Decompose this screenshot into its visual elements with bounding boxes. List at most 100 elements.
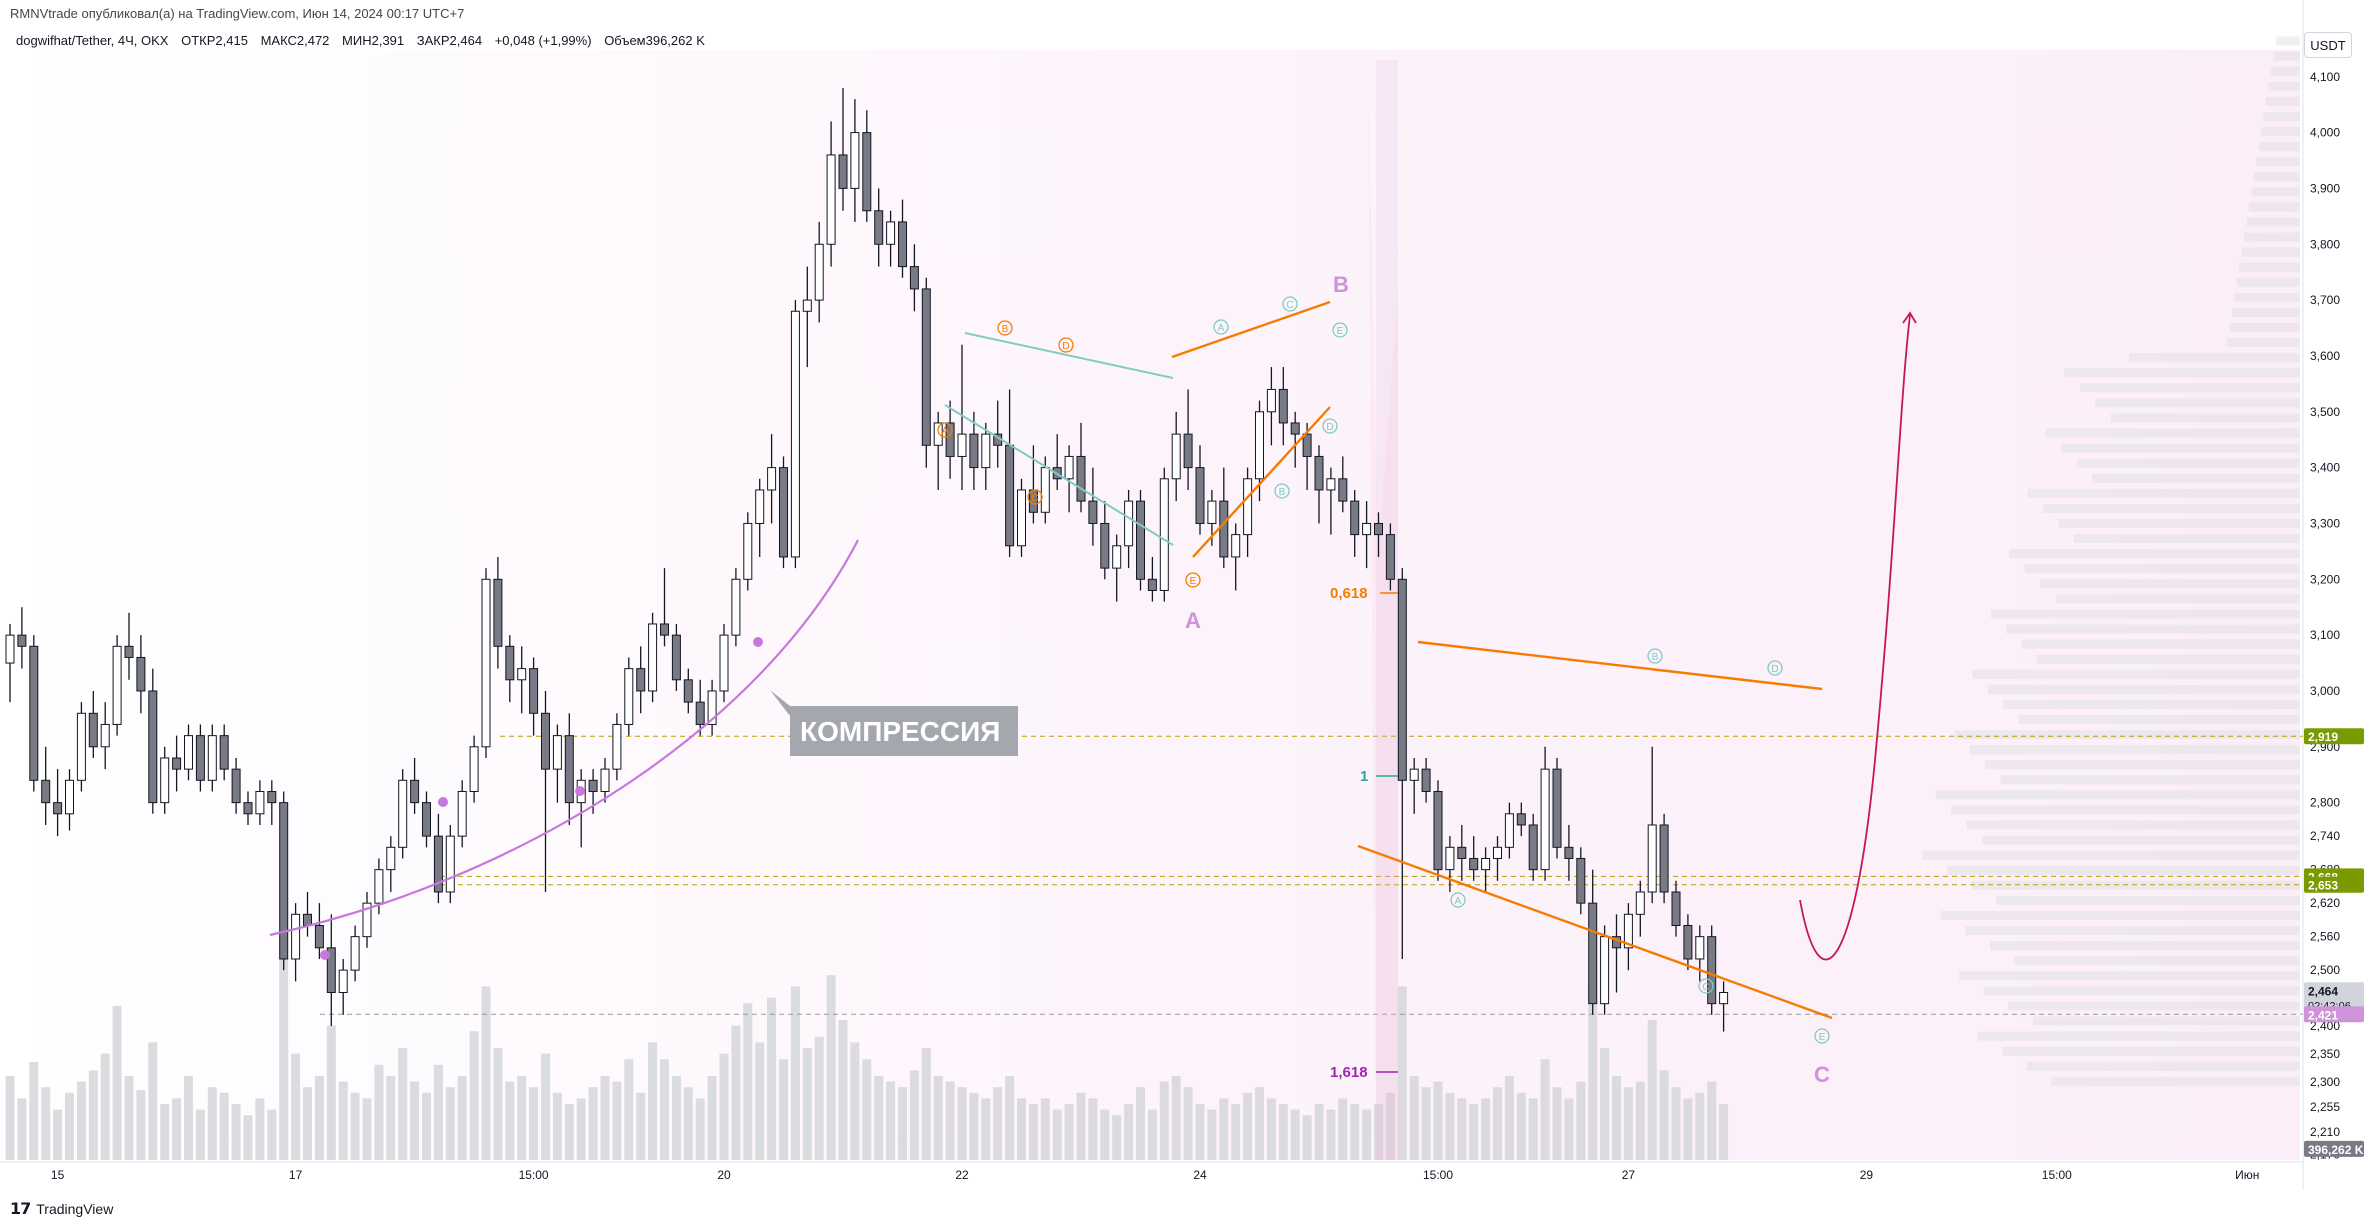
compression-curve (269, 539, 859, 937)
candle (1231, 534, 1241, 558)
price-label-text: 396,262 K (2308, 1143, 2364, 1157)
wave-label: B (1652, 652, 1659, 663)
volume-profile-bar (2239, 262, 2300, 272)
volume-bar (65, 1092, 74, 1160)
volume-bar (1350, 1104, 1360, 1160)
volume-bar (172, 1098, 182, 1160)
price-tick-label: 3,100 (2310, 628, 2340, 642)
candle (1314, 455, 1324, 491)
candle (731, 578, 741, 636)
volume-profile-bar (1990, 941, 2300, 951)
candle (136, 656, 146, 692)
candle (17, 634, 27, 647)
symbol-name[interactable]: dogwifhat/Tether, 4Ч, OKX (16, 33, 169, 48)
volume-profile-bar (2241, 247, 2300, 257)
volume-bar (517, 1076, 527, 1160)
open-value: ОТКР2,415 (181, 33, 248, 48)
volume-bar (719, 1053, 729, 1160)
candle (1433, 790, 1443, 871)
candle (933, 422, 943, 446)
candle (648, 623, 658, 692)
candle (1409, 768, 1419, 781)
time-tick-label: 24 (1193, 1168, 1207, 1182)
time-tick-label: 22 (955, 1168, 969, 1182)
candle (184, 735, 193, 770)
candle (1278, 388, 1288, 424)
candle (683, 679, 693, 703)
volume-bar (338, 1081, 348, 1160)
price-label-text: 2,919 (2308, 730, 2338, 744)
volume-bar (505, 1081, 515, 1160)
candle (1552, 768, 1562, 848)
wave-label-circle (1698, 978, 1714, 994)
price-tick-label: 2,210 (2310, 1125, 2340, 1139)
currency-button[interactable]: USDT (2304, 32, 2352, 58)
candle (1528, 824, 1538, 871)
volume-bar (1576, 1081, 1586, 1160)
price-label-text: 2,421 (2308, 1008, 2338, 1022)
volume-profile-bar (2021, 639, 2300, 649)
volume-bar (850, 1042, 860, 1160)
volume-bar (636, 1092, 646, 1160)
volume-bar (1564, 1098, 1574, 1160)
price-tick-label: 4,000 (2310, 126, 2340, 140)
wave-label-circle (1058, 337, 1074, 353)
volume-bar (1076, 1092, 1086, 1160)
candle (1290, 422, 1300, 435)
volume-bar (445, 1087, 455, 1160)
candle (195, 735, 205, 781)
candle (505, 645, 515, 681)
wave-label-circle (1647, 648, 1663, 664)
volume-profile-bar (2024, 564, 2300, 574)
volume-bar (1469, 1104, 1479, 1160)
volume-bar (779, 1059, 788, 1160)
pivot-dot (438, 797, 448, 807)
volume-bar (552, 1092, 562, 1160)
candle (1255, 411, 1264, 480)
volume-profile-bar (2043, 503, 2300, 513)
candle (481, 578, 491, 748)
candle (1683, 924, 1693, 960)
volume-profile-bar (1996, 895, 2300, 905)
volume-bar (255, 1098, 265, 1160)
candle (1707, 936, 1717, 1005)
change-value: +0,048 (+1,99%) (494, 33, 592, 48)
candle (1326, 478, 1336, 491)
price-tick-label: 3,200 (2310, 572, 2340, 586)
time-tick-label: 29 (1860, 1168, 1874, 1182)
volume-bar (1421, 1087, 1431, 1160)
volume-bar (529, 1087, 539, 1160)
volume-bar (588, 1087, 598, 1160)
volume-bar (564, 1104, 574, 1160)
candle (921, 288, 931, 446)
volume-bar (576, 1098, 586, 1160)
volume-profile-bar (2061, 443, 2300, 453)
candle (1469, 857, 1479, 871)
wave-label: D (1326, 422, 1333, 433)
volume-bar (1112, 1115, 1122, 1160)
candle (814, 243, 824, 301)
time-tick-label: 17 (289, 1168, 303, 1182)
wave-label: A (942, 426, 949, 437)
chart-background (8, 50, 2300, 1160)
candle (41, 779, 51, 804)
candle (636, 668, 646, 692)
candle (707, 690, 717, 725)
price-tick-label: 3,800 (2310, 237, 2340, 251)
candle (541, 712, 550, 770)
volume-bar (767, 997, 777, 1160)
volume-bar (1017, 1098, 1026, 1160)
volume-bar (1005, 1076, 1015, 1160)
volume-profile-bar (2253, 172, 2300, 182)
candle (850, 132, 860, 189)
price-label-text: 2,464 (2308, 984, 2338, 998)
volume-profile-bar (1983, 986, 2300, 996)
volume-profile-bar (2246, 217, 2300, 227)
volume-profile-bar (2256, 157, 2300, 167)
tradingview-brand[interactable]: 𝟭𝟳 TradingView (10, 1199, 113, 1219)
candle (53, 802, 63, 815)
candle (862, 132, 872, 212)
volume-bar (1635, 1081, 1645, 1160)
